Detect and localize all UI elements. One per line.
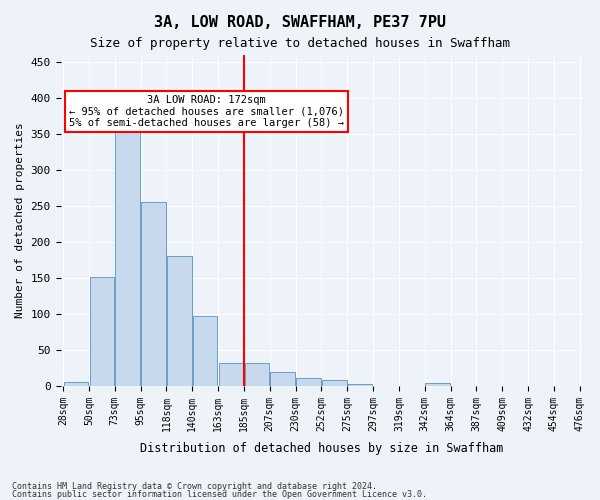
Bar bbox=[245, 363, 269, 386]
Text: Size of property relative to detached houses in Swaffham: Size of property relative to detached ho… bbox=[90, 38, 510, 51]
Bar bbox=[115, 118, 140, 386]
Text: Contains public sector information licensed under the Open Government Licence v3: Contains public sector information licen… bbox=[12, 490, 427, 499]
Bar bbox=[64, 382, 88, 386]
Bar bbox=[193, 316, 217, 386]
Bar bbox=[425, 383, 450, 386]
Text: 3A LOW ROAD: 172sqm
← 95% of detached houses are smaller (1,076)
5% of semi-deta: 3A LOW ROAD: 172sqm ← 95% of detached ho… bbox=[69, 94, 344, 128]
Bar bbox=[271, 372, 295, 386]
Bar bbox=[219, 363, 243, 386]
Bar bbox=[167, 256, 191, 386]
Bar bbox=[322, 380, 347, 386]
Bar bbox=[348, 384, 373, 386]
Bar bbox=[141, 202, 166, 386]
Text: 3A, LOW ROAD, SWAFFHAM, PE37 7PU: 3A, LOW ROAD, SWAFFHAM, PE37 7PU bbox=[154, 15, 446, 30]
Bar bbox=[89, 276, 114, 386]
Bar bbox=[296, 378, 321, 386]
Text: Contains HM Land Registry data © Crown copyright and database right 2024.: Contains HM Land Registry data © Crown c… bbox=[12, 482, 377, 491]
X-axis label: Distribution of detached houses by size in Swaffham: Distribution of detached houses by size … bbox=[140, 442, 503, 455]
Y-axis label: Number of detached properties: Number of detached properties bbox=[15, 122, 25, 318]
